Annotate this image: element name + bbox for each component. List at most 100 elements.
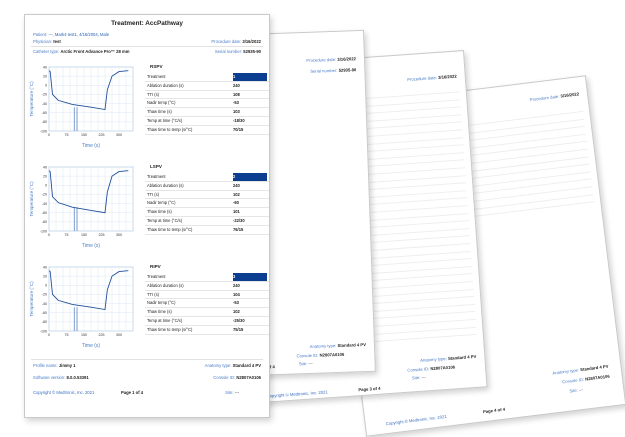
- console-id: Console ID: N2807A0106: [407, 364, 456, 373]
- copyright: Copyright © Medtronic, Inc. 2021: [385, 413, 447, 427]
- treatment-badge: 1: [233, 73, 267, 81]
- x-tick-label: 225: [99, 233, 105, 237]
- procedure-date: Procedure date: 3/16/2022: [407, 73, 457, 83]
- profile-name: Profile name: Jimmy 1: [33, 363, 76, 368]
- stat-label: TTI (s): [147, 191, 160, 197]
- stat-label: Thaw time (s): [147, 309, 172, 315]
- page-number: Page 3 of 4: [358, 385, 381, 393]
- stat-label: Temp at time (°C/s): [147, 117, 183, 123]
- stat-label: Thaw time to temp (s/°C): [147, 126, 193, 132]
- site: Site: ---: [298, 360, 313, 367]
- console-id: Console ID: N2807A0106: [213, 375, 261, 380]
- stat-value: 76/15: [233, 226, 244, 232]
- stat-value: 2: [233, 173, 267, 181]
- x-tick-label: 300: [116, 133, 122, 137]
- patient: Patient: ---, Mark4 test1, 4/16/2004, Ma…: [33, 32, 110, 37]
- stat-value: 102: [233, 191, 240, 197]
- y-tick-label: -40: [42, 302, 47, 306]
- stat-value: 104: [233, 291, 240, 297]
- stat-label: Nadir temp (°C): [147, 100, 176, 106]
- stat-label: Treatment: [147, 274, 166, 279]
- y-tick-label: 0: [45, 284, 47, 288]
- site: Site: ---: [569, 386, 584, 394]
- stat-value: 101: [233, 209, 240, 215]
- stat-row: Thaw time to temp (s/°C) 76/15: [145, 226, 269, 235]
- stat-label: Ablation duration (s): [147, 82, 184, 88]
- vein-name: RIPV: [150, 264, 161, 269]
- stat-label: Thaw time (s): [147, 109, 172, 115]
- site: Site: ---: [411, 374, 426, 381]
- site: Site: ---: [225, 390, 239, 395]
- vein-name: RSPV: [150, 64, 163, 69]
- stat-label: Treatment: [147, 74, 166, 79]
- catheter-type: Catheter type: Arctic Front Advance Pro™…: [33, 49, 130, 54]
- stat-label: Ablation duration (s): [147, 182, 184, 188]
- console-id: Console ID: N2807A0106: [296, 351, 345, 359]
- y-tick-label: -40: [42, 102, 47, 106]
- y-tick-label: -100: [40, 329, 47, 333]
- y-tick-label: -80: [42, 220, 47, 224]
- stat-label: TTI (s): [147, 91, 160, 97]
- stat-value: -25/30: [233, 317, 245, 323]
- x-tick-label: 150: [81, 333, 87, 337]
- y-axis-label: Temperature (°C): [29, 281, 34, 317]
- stat-label: Thaw time to temp (s/°C): [147, 326, 193, 332]
- stat-row: Ablation duration (s) 240: [145, 82, 269, 91]
- x-axis-label: Time (s): [82, 143, 100, 149]
- vein-stats-table: LSPV Treatment 2 Ablation duration (s) 240 TT…: [145, 164, 269, 235]
- stat-row: Treatment 3: [145, 273, 269, 282]
- stat-label: Nadir temp (°C): [147, 300, 176, 306]
- stat-value: 240: [233, 282, 240, 288]
- x-tick-label: 75: [65, 233, 69, 237]
- vein-name: LSPV: [150, 164, 162, 169]
- x-tick-label: 150: [81, 133, 87, 137]
- x-tick-label: 225: [99, 133, 105, 137]
- x-tick-label: 0: [48, 333, 50, 337]
- stat-label: Thaw time (s): [147, 209, 172, 215]
- stat-row: Nadir temp (°C) -53: [145, 99, 269, 109]
- stat-row: Thaw time to temp (s/°C) 70/15: [145, 126, 269, 135]
- stat-label: Treatment: [147, 174, 166, 179]
- page-number: Page 1 of 4: [121, 390, 144, 395]
- y-tick-label: 0: [45, 184, 47, 188]
- stat-row: Treatment 2: [145, 173, 269, 182]
- report-title: Treatment: AccPathway: [111, 20, 183, 27]
- console-id: Console ID: N2807A0106: [561, 373, 610, 385]
- procedure-date: Procedure date: 3/16/2022: [529, 91, 580, 103]
- x-axis-label: Time (s): [82, 243, 100, 249]
- stat-value: 108: [233, 91, 240, 97]
- x-tick-label: 300: [116, 333, 122, 337]
- stat-row: Ablation duration (s) 240: [145, 182, 269, 191]
- copyright: Copyright © Medtronic, Inc. 2021: [266, 389, 328, 399]
- stat-label: TTI (s): [147, 291, 160, 297]
- stat-value: -53: [233, 100, 239, 106]
- treatment-badge: 3: [233, 273, 267, 281]
- anatomy-type: Anatomy type: Standard 4 PV: [204, 363, 261, 368]
- y-tick-label: 20: [43, 274, 47, 278]
- stat-label: Temp at time (°C/s): [147, 217, 183, 223]
- copyright: Copyright © Medtronic, Inc. 2021: [33, 390, 95, 395]
- y-tick-label: 20: [43, 74, 47, 78]
- serial-number: Serial number: 52935-90: [214, 49, 261, 54]
- x-tick-label: 225: [99, 333, 105, 337]
- y-tick-label: -100: [40, 229, 47, 233]
- stat-value: -18/30: [233, 117, 245, 123]
- x-tick-label: 0: [48, 233, 50, 237]
- divider: [31, 46, 263, 47]
- y-tick-label: 0: [45, 84, 47, 88]
- y-tick-label: -60: [42, 311, 47, 315]
- x-axis-label: Time (s): [82, 343, 100, 349]
- stat-label: Ablation duration (s): [147, 282, 184, 288]
- physician: Physician: test: [33, 39, 61, 44]
- stat-row: Thaw time (s) 101: [145, 208, 269, 217]
- stat-row: Temp at time (°C/s) -25/30: [145, 317, 269, 326]
- page-number: Page 4 of 4: [482, 406, 506, 415]
- stat-row: TTI (s) 108: [145, 91, 269, 100]
- y-tick-label: -60: [42, 111, 47, 115]
- y-tick-label: -20: [42, 193, 47, 197]
- stat-value: 3: [233, 273, 267, 281]
- y-tick-label: -80: [42, 320, 47, 324]
- x-tick-label: 300: [116, 233, 122, 237]
